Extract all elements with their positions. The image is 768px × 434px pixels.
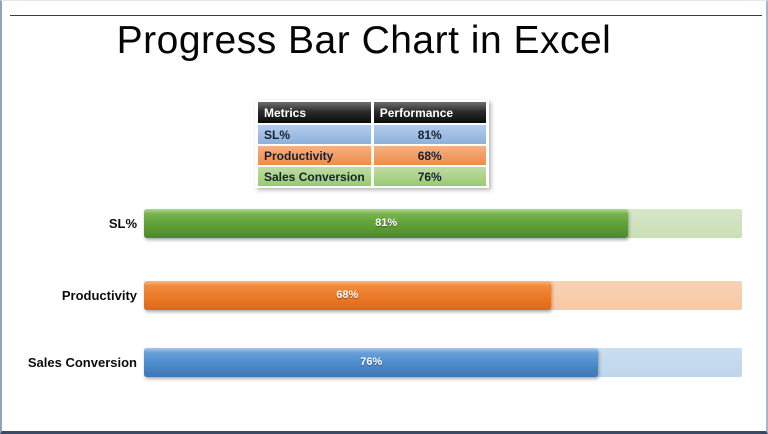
table-row: SL% 81% [258, 125, 486, 144]
bar-row-sl: SL% 81% [2, 209, 766, 238]
table-performance-cell: 76% [373, 167, 486, 186]
metrics-table-header: Metrics Performance [258, 102, 486, 123]
category-label: Productivity [61, 288, 137, 303]
bar-track: 81% [144, 209, 742, 238]
performance-column-header: Performance [373, 102, 486, 123]
table-row: Sales Conversion 76% [258, 167, 486, 186]
bar-track: 68% [144, 281, 742, 310]
category-label: SL% [108, 216, 137, 231]
bar-track: 76% [144, 348, 742, 377]
table-performance-cell: 68% [373, 146, 486, 165]
bar-row-productivity: Productivity 68% [2, 281, 766, 310]
category-label: Sales Conversion [27, 355, 137, 370]
bar-value-label: 81% [375, 217, 398, 229]
table-metric-cell: SL% [258, 125, 371, 144]
bar-fill: 76% [144, 348, 599, 377]
metrics-table: Metrics Performance SL% 81% Productivity… [255, 100, 489, 188]
table-performance-cell: 81% [373, 125, 486, 144]
bar-fill: 81% [144, 209, 629, 238]
slide-top-border [10, 15, 762, 16]
page-title: Progress Bar Chart in Excel [116, 19, 612, 62]
table-row: Productivity 68% [258, 146, 486, 165]
bar-row-sales-conversion: Sales Conversion 76% [2, 348, 766, 377]
table-metric-cell: Sales Conversion [258, 167, 371, 186]
table-metric-cell: Productivity [258, 146, 371, 165]
bar-fill: 68% [144, 281, 551, 310]
metrics-column-header: Metrics [258, 102, 371, 123]
bar-value-label: 76% [360, 356, 383, 368]
bar-value-label: 68% [336, 289, 359, 301]
